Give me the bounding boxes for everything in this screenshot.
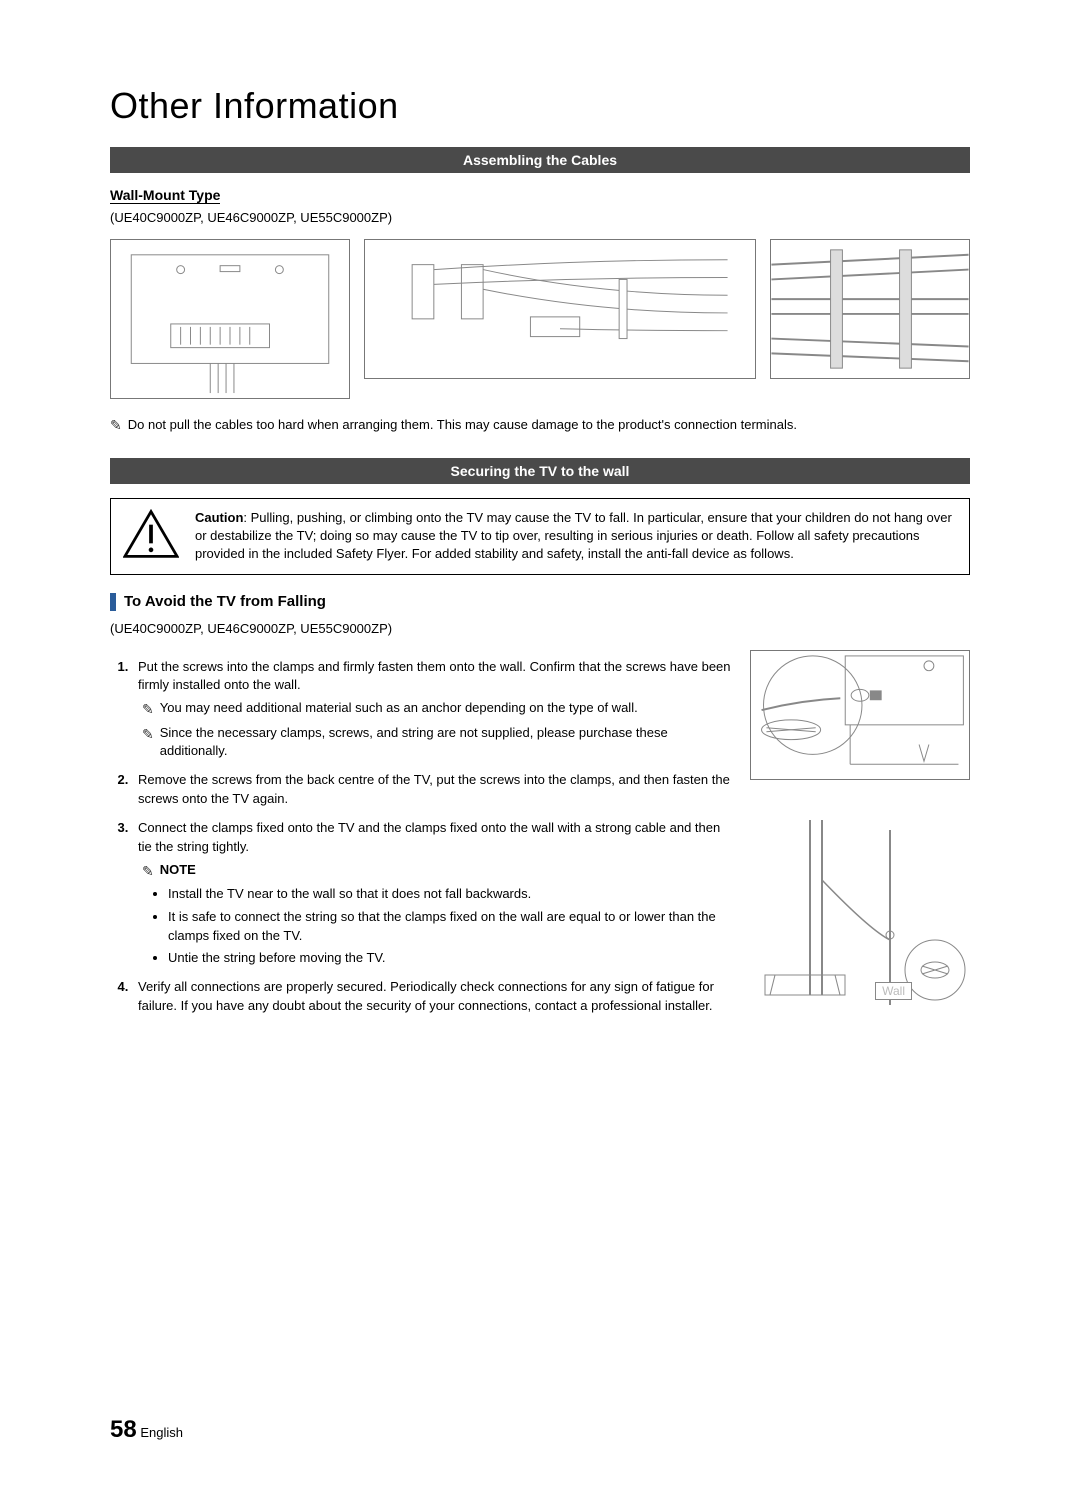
step-1-text: Put the screws into the clamps and firml… [138,659,731,693]
diagram-tv-back [110,239,350,399]
illustration-column: Wall [750,650,970,1026]
bullet-3: Untie the string before moving the TV. [168,949,732,968]
note-icon: ✎ [142,861,154,881]
note-label: NOTE [160,861,196,881]
note-icon: ✎ [110,417,122,434]
page-footer: 58 English [110,1416,183,1444]
step-4: Verify all connections are properly secu… [132,978,732,1016]
section-bar-securing: Securing the TV to the wall [110,458,970,484]
page-number: 58 [110,1416,137,1443]
bullet-1: Install the TV near to the wall so that … [168,885,732,904]
blue-block-icon [110,593,116,611]
steps-column: Put the screws into the clamps and firml… [110,650,732,1026]
section-bar-assembling: Assembling the Cables [110,147,970,173]
illustration-clamp [750,650,970,780]
note-icon: ✎ [142,724,154,762]
avoid-falling-text: To Avoid the TV from Falling [124,593,326,610]
step-1-note-1: You may need additional material such as… [160,699,732,719]
warning-icon [123,509,179,559]
step-3: Connect the clamps fixed onto the TV and… [132,819,732,968]
illustration-wall-tie: Wall [750,820,970,1020]
step-1-note-2: Since the necessary clamps, screws, and … [160,724,732,762]
step-3-text: Connect the clamps fixed onto the TV and… [138,820,720,854]
diagram-row [110,239,970,399]
avoid-falling-heading: To Avoid the TV from Falling [110,593,970,611]
caution-text: Caution: Pulling, pushing, or climbing o… [195,509,957,564]
step-1: Put the screws into the clamps and firml… [132,658,732,762]
model-list-2: (UE40C9000ZP, UE46C9000ZP, UE55C9000ZP) [110,621,970,636]
step-2: Remove the screws from the back centre o… [132,771,732,809]
page-title: Other Information [110,85,970,127]
caution-body: : Pulling, pushing, or climbing onto the… [195,510,952,561]
diagram-cable-tie [770,239,970,379]
cable-note: ✎ Do not pull the cables too hard when a… [110,417,970,434]
sub-heading-wallmount: Wall-Mount Type [110,187,220,204]
wall-label: Wall [875,982,912,1000]
caution-label: Caution [195,510,243,525]
cable-note-text: Do not pull the cables too hard when arr… [128,417,797,432]
caution-box: Caution: Pulling, pushing, or climbing o… [110,498,970,575]
note-icon: ✎ [142,699,154,719]
diagram-cable-routing [364,239,756,379]
model-list-1: (UE40C9000ZP, UE46C9000ZP, UE55C9000ZP) [110,210,970,225]
bullet-2: It is safe to connect the string so that… [168,908,732,946]
page-language: English [140,1425,183,1440]
